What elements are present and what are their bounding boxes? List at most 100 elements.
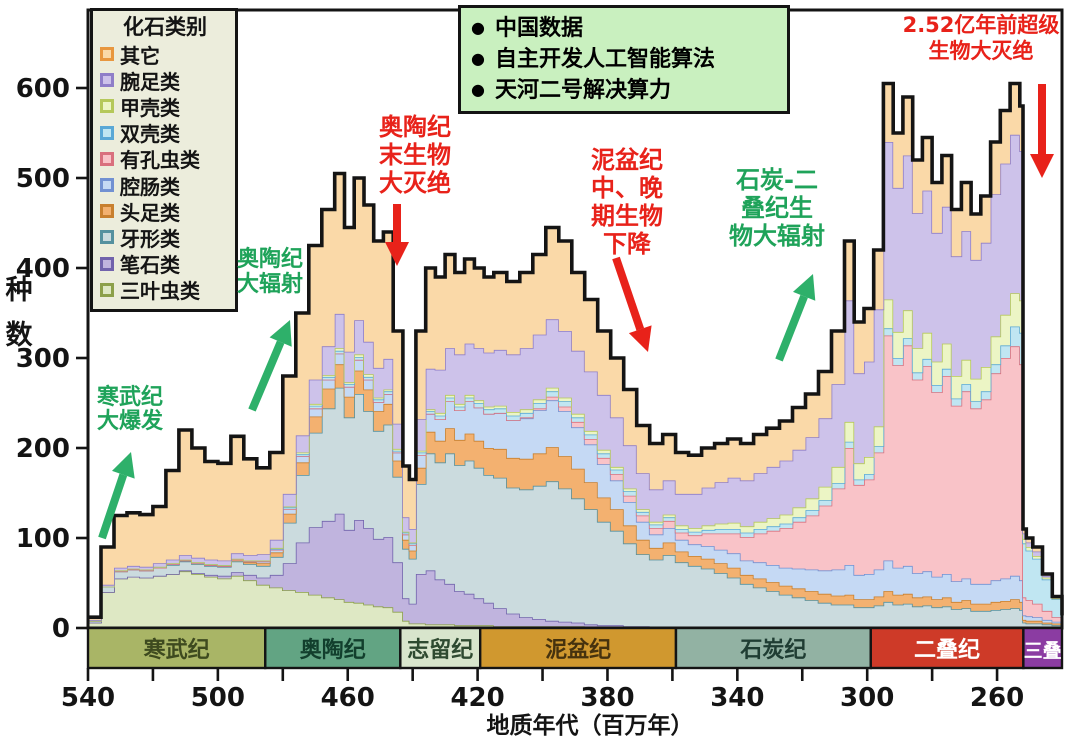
x-tick-label: 540	[61, 683, 115, 713]
period-label: 石炭纪	[739, 637, 806, 663]
legend-title: 化石类别	[123, 15, 207, 39]
legend-item-label: 腕足类	[120, 69, 180, 94]
x-tick-label: 420	[450, 683, 504, 713]
y-tick-label: 200	[16, 434, 70, 464]
legend-item-label: 甲壳类	[120, 95, 180, 120]
info-line: ● 天河二号解决算力	[471, 75, 777, 106]
legend-item-others: 其它	[100, 41, 230, 68]
x-axis: 540 500 460 420 380 340 300 260	[61, 668, 1024, 713]
arrow-head-icon	[385, 242, 409, 266]
annotation-line: 大爆发	[96, 409, 163, 434]
fossil-legend: 化石类别 其它 腕足类 甲壳类 双壳类 有孔虫类 腔肠类 头足类 牙形类 笔石类 三叶虫类	[90, 8, 238, 312]
annotation-ordovician-radiation: 奥陶纪 大辐射	[224, 247, 316, 297]
legend-item-label: 其它	[120, 43, 160, 68]
area-layer-brachiopods	[88, 134, 1062, 621]
legend-item-label: 三叶虫类	[120, 279, 200, 304]
area-layer-coelenterates	[88, 353, 1062, 626]
annotation-line: 2.52亿年前超级	[902, 13, 1060, 37]
arrow-head-icon	[112, 452, 135, 479]
period-bar: 寒武纪 奥陶纪 志留纪 泥盆纪 石炭纪 二叠纪 三叠	[86, 626, 1064, 670]
area-layer-graptolites	[88, 513, 1062, 628]
legend-swatch-icon	[100, 178, 114, 193]
period-box-二叠纪	[869, 626, 1025, 670]
area-layer-others	[88, 83, 1062, 620]
annotation-line: 寒武纪	[96, 385, 163, 410]
annotation-line: 奥陶纪	[236, 247, 303, 272]
x-tick-label: 460	[321, 683, 375, 713]
y-axis: 0 100 200 300 400 500 600	[16, 74, 88, 644]
bullet-icon: ●	[471, 18, 485, 37]
period-label: 志留纪	[407, 637, 473, 663]
info-text: 中国数据	[494, 16, 583, 41]
legend-item-label: 头足类	[120, 200, 180, 225]
annotation-arrows	[98, 84, 1054, 540]
extinction-arrow	[612, 256, 645, 331]
arrow-head-icon	[1030, 154, 1054, 178]
annotation-line: 石炭-二	[736, 166, 818, 194]
legend-swatch-icon	[100, 47, 114, 62]
annotation-end-permian-extinction: 2.52亿年前超级 生物大灭绝	[886, 12, 1076, 64]
annotation-line: 中、晚	[591, 174, 663, 202]
legend-item-label: 牙形类	[120, 226, 180, 251]
annotation-line: 泥盆纪	[591, 146, 663, 174]
annotation-line: 下降	[603, 230, 651, 258]
annotation-line: 叠纪生	[741, 194, 813, 222]
legend-swatch-icon	[100, 151, 114, 166]
legend-item-coelenterates: 腔肠类	[100, 172, 230, 199]
legend-item-graptolites: 笔石类	[100, 251, 230, 277]
period-box-志留纪	[399, 626, 482, 670]
annotation-line: 生物大灭绝	[928, 39, 1034, 63]
y-tick-label: 500	[16, 164, 70, 194]
legend-item-label: 腔肠类	[120, 174, 180, 199]
legend-swatch-icon	[100, 125, 114, 140]
legend-item-trilobites: 三叶虫类	[100, 277, 230, 303]
legend-item-foraminifera: 有孔虫类	[100, 146, 230, 172]
x-tick-label: 500	[191, 683, 245, 713]
legend-swatch-icon	[100, 256, 114, 271]
area-layer-conodonts	[88, 387, 1062, 628]
x-tick-label: 300	[840, 683, 894, 713]
annotation-line: 大辐射	[236, 272, 303, 297]
radiation-arrow	[775, 294, 808, 362]
legend-item-label: 有孔虫类	[120, 148, 200, 173]
annotation-line: 奥陶纪	[379, 113, 451, 141]
legend-swatch-icon	[100, 230, 114, 245]
annotation-cambrian-explosion: 寒武纪 大爆发	[84, 386, 176, 434]
bullet-icon: ●	[471, 80, 485, 99]
radiation-arrow	[248, 340, 285, 412]
info-text: 天河二号解决算力	[494, 78, 671, 103]
info-line: ● 自主开发人工智能算法	[471, 44, 777, 75]
legend-item-label: 笔石类	[120, 253, 180, 278]
legend-item-cephalopods: 头足类	[100, 198, 230, 225]
info-line: ● 中国数据	[471, 13, 777, 44]
legend-item-crustaceans: 甲壳类	[100, 93, 230, 120]
arrow-head-icon	[269, 320, 292, 347]
bullet-icon: ●	[471, 49, 485, 68]
annotation-carboniferous-permian-radiation: 石炭-二 叠纪生 物大辐射	[722, 166, 832, 250]
arrow-head-icon	[628, 325, 652, 352]
annotation-line: 大灭绝	[379, 169, 451, 197]
legend-item-label: 双壳类	[120, 122, 180, 147]
legend-item-conodonts: 牙形类	[100, 224, 230, 251]
annotation-line: 物大辐射	[729, 222, 825, 250]
y-tick-label: 300	[16, 344, 70, 374]
stacked-areas	[88, 81, 1064, 629]
x-axis-title: 地质年代（百万年）	[486, 713, 694, 738]
y-tick-label: 0	[52, 614, 70, 644]
legend-swatch-icon	[100, 99, 114, 114]
legend-swatch-icon	[100, 282, 114, 297]
legend-item-bivalves: 双壳类	[100, 120, 230, 146]
period-label: 泥盆纪	[545, 637, 611, 663]
info-box: ● 中国数据 ● 自主开发人工智能算法 ● 天河二号解决算力	[458, 5, 790, 114]
radiation-arrow	[98, 473, 128, 540]
annotation-devonian-decline: 泥盆纪 中、晚 期生物 下降	[582, 146, 672, 258]
legend-item-brachiopods: 腕足类	[100, 67, 230, 94]
period-label: 二叠纪	[914, 637, 980, 663]
period-box-石炭纪	[674, 626, 872, 670]
area-layer-foraminifera	[88, 335, 1062, 625]
y-tick-label: 100	[16, 524, 70, 554]
period-label: 奥陶纪	[300, 637, 366, 663]
legend-items: 其它 腕足类 甲壳类 双壳类 有孔虫类 腔肠类 头足类 牙形类 笔石类 三叶虫类	[100, 41, 230, 303]
period-box-三叠	[1022, 626, 1064, 670]
